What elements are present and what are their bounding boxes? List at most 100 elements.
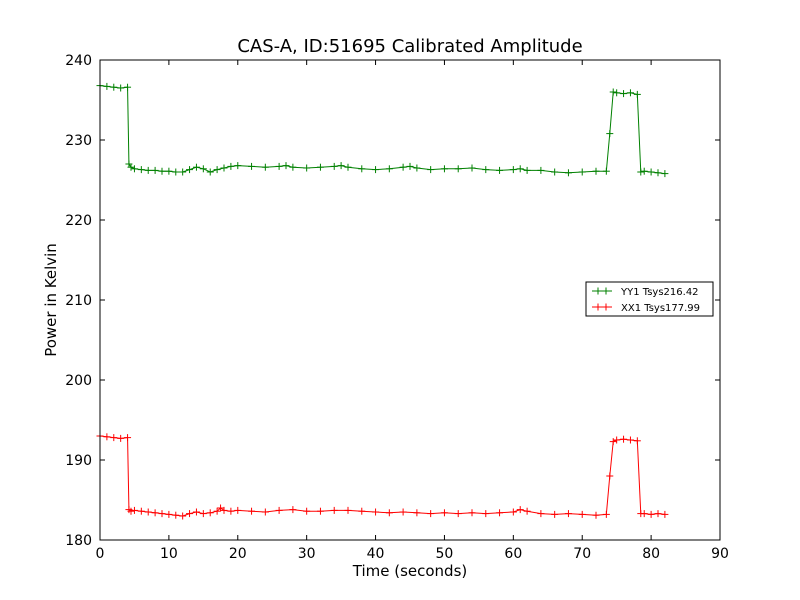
data-point: [654, 510, 662, 518]
data-point: [186, 166, 194, 174]
data-point: [637, 168, 645, 176]
data-point: [385, 165, 393, 173]
data-point: [213, 166, 221, 174]
data-point: [192, 508, 200, 516]
data-point: [282, 162, 290, 170]
y-tick-label: 240: [65, 53, 92, 69]
x-tick-label: 90: [711, 546, 729, 562]
data-point: [358, 165, 366, 173]
x-tick-label: 60: [504, 546, 522, 562]
data-point: [261, 508, 269, 516]
data-point: [482, 510, 490, 518]
data-point: [192, 163, 200, 171]
data-point: [620, 435, 628, 443]
data-point: [413, 164, 421, 172]
x-tick-label: 0: [96, 546, 105, 562]
x-tick-label: 10: [160, 546, 178, 562]
data-point: [440, 165, 448, 173]
data-point: [413, 509, 421, 517]
data-point: [654, 169, 662, 177]
data-point: [516, 165, 524, 173]
data-point: [578, 510, 586, 518]
data-point: [110, 83, 118, 91]
data-point: [151, 509, 159, 517]
data-point: [220, 164, 228, 172]
data-point: [537, 166, 545, 174]
data-point: [117, 434, 125, 442]
data-point: [602, 510, 610, 518]
data-point: [358, 507, 366, 515]
data-point: [289, 163, 297, 171]
data-point: [640, 510, 648, 518]
x-tick-label: 20: [229, 546, 247, 562]
data-point: [248, 507, 256, 515]
data-point: [372, 166, 380, 174]
data-point: [399, 508, 407, 516]
data-point: [275, 162, 283, 170]
legend-box: [585, 281, 714, 317]
x-tick-label: 50: [436, 546, 454, 562]
legend-label: YY1 Tsys216.42: [620, 287, 699, 298]
data-point: [626, 436, 634, 444]
data-point: [172, 168, 180, 176]
data-point: [620, 90, 628, 98]
data-point: [234, 162, 242, 170]
data-point: [399, 163, 407, 171]
x-axis: 0 10 20 30 40 50 60 70 80 90: [96, 60, 729, 562]
data-point: [626, 89, 634, 97]
data-point: [227, 162, 235, 170]
data-point: [537, 510, 545, 518]
plot-series-group: [96, 82, 669, 520]
data-point: [330, 162, 338, 170]
data-point: [427, 510, 435, 518]
data-point: [316, 507, 324, 515]
data-point: [592, 167, 600, 175]
data-point: [496, 166, 504, 174]
data-point: [496, 509, 504, 517]
data-point: [124, 83, 132, 91]
data-point: [220, 506, 228, 514]
data-point: [468, 509, 476, 517]
data-point: [551, 510, 559, 518]
data-point: [454, 510, 462, 518]
data-point: [186, 510, 194, 518]
data-point: [564, 169, 572, 177]
data-point: [385, 509, 393, 517]
legend-item: XX1 Tsys177.99: [592, 303, 700, 314]
data-point: [647, 510, 655, 518]
data-point: [613, 436, 621, 444]
data-point: [227, 507, 235, 515]
chart-title: CAS-A, ID:51695 Calibrated Amplitude: [237, 36, 582, 57]
data-point: [261, 163, 269, 171]
data-point: [613, 89, 621, 97]
data-point: [516, 506, 524, 514]
data-point: [337, 162, 345, 170]
data-point: [647, 168, 655, 176]
data-point: [661, 510, 669, 518]
legend: YY1 Tsys216.42 XX1 Tsys177.99: [585, 281, 714, 317]
data-point: [127, 507, 135, 515]
data-point: [144, 508, 152, 516]
data-point: [165, 167, 173, 175]
data-point: [482, 166, 490, 174]
data-point: [606, 130, 614, 138]
data-point: [316, 163, 324, 171]
data-point: [199, 165, 207, 173]
data-point: [103, 82, 111, 90]
y-tick-label: 220: [65, 213, 92, 229]
data-point: [137, 166, 145, 174]
data-point: [468, 164, 476, 172]
data-point: [248, 162, 256, 170]
data-point: [633, 90, 641, 98]
data-point: [330, 506, 338, 514]
data-point: [206, 168, 214, 176]
data-point: [609, 88, 617, 96]
data-point: [117, 84, 125, 92]
legend-item: YY1 Tsys216.42: [592, 287, 699, 298]
data-point: [199, 510, 207, 518]
data-point: [179, 168, 187, 176]
data-point: [151, 166, 159, 174]
data-point: [144, 166, 152, 174]
data-point: [523, 166, 531, 174]
x-axis-label: Time (seconds): [352, 562, 468, 580]
